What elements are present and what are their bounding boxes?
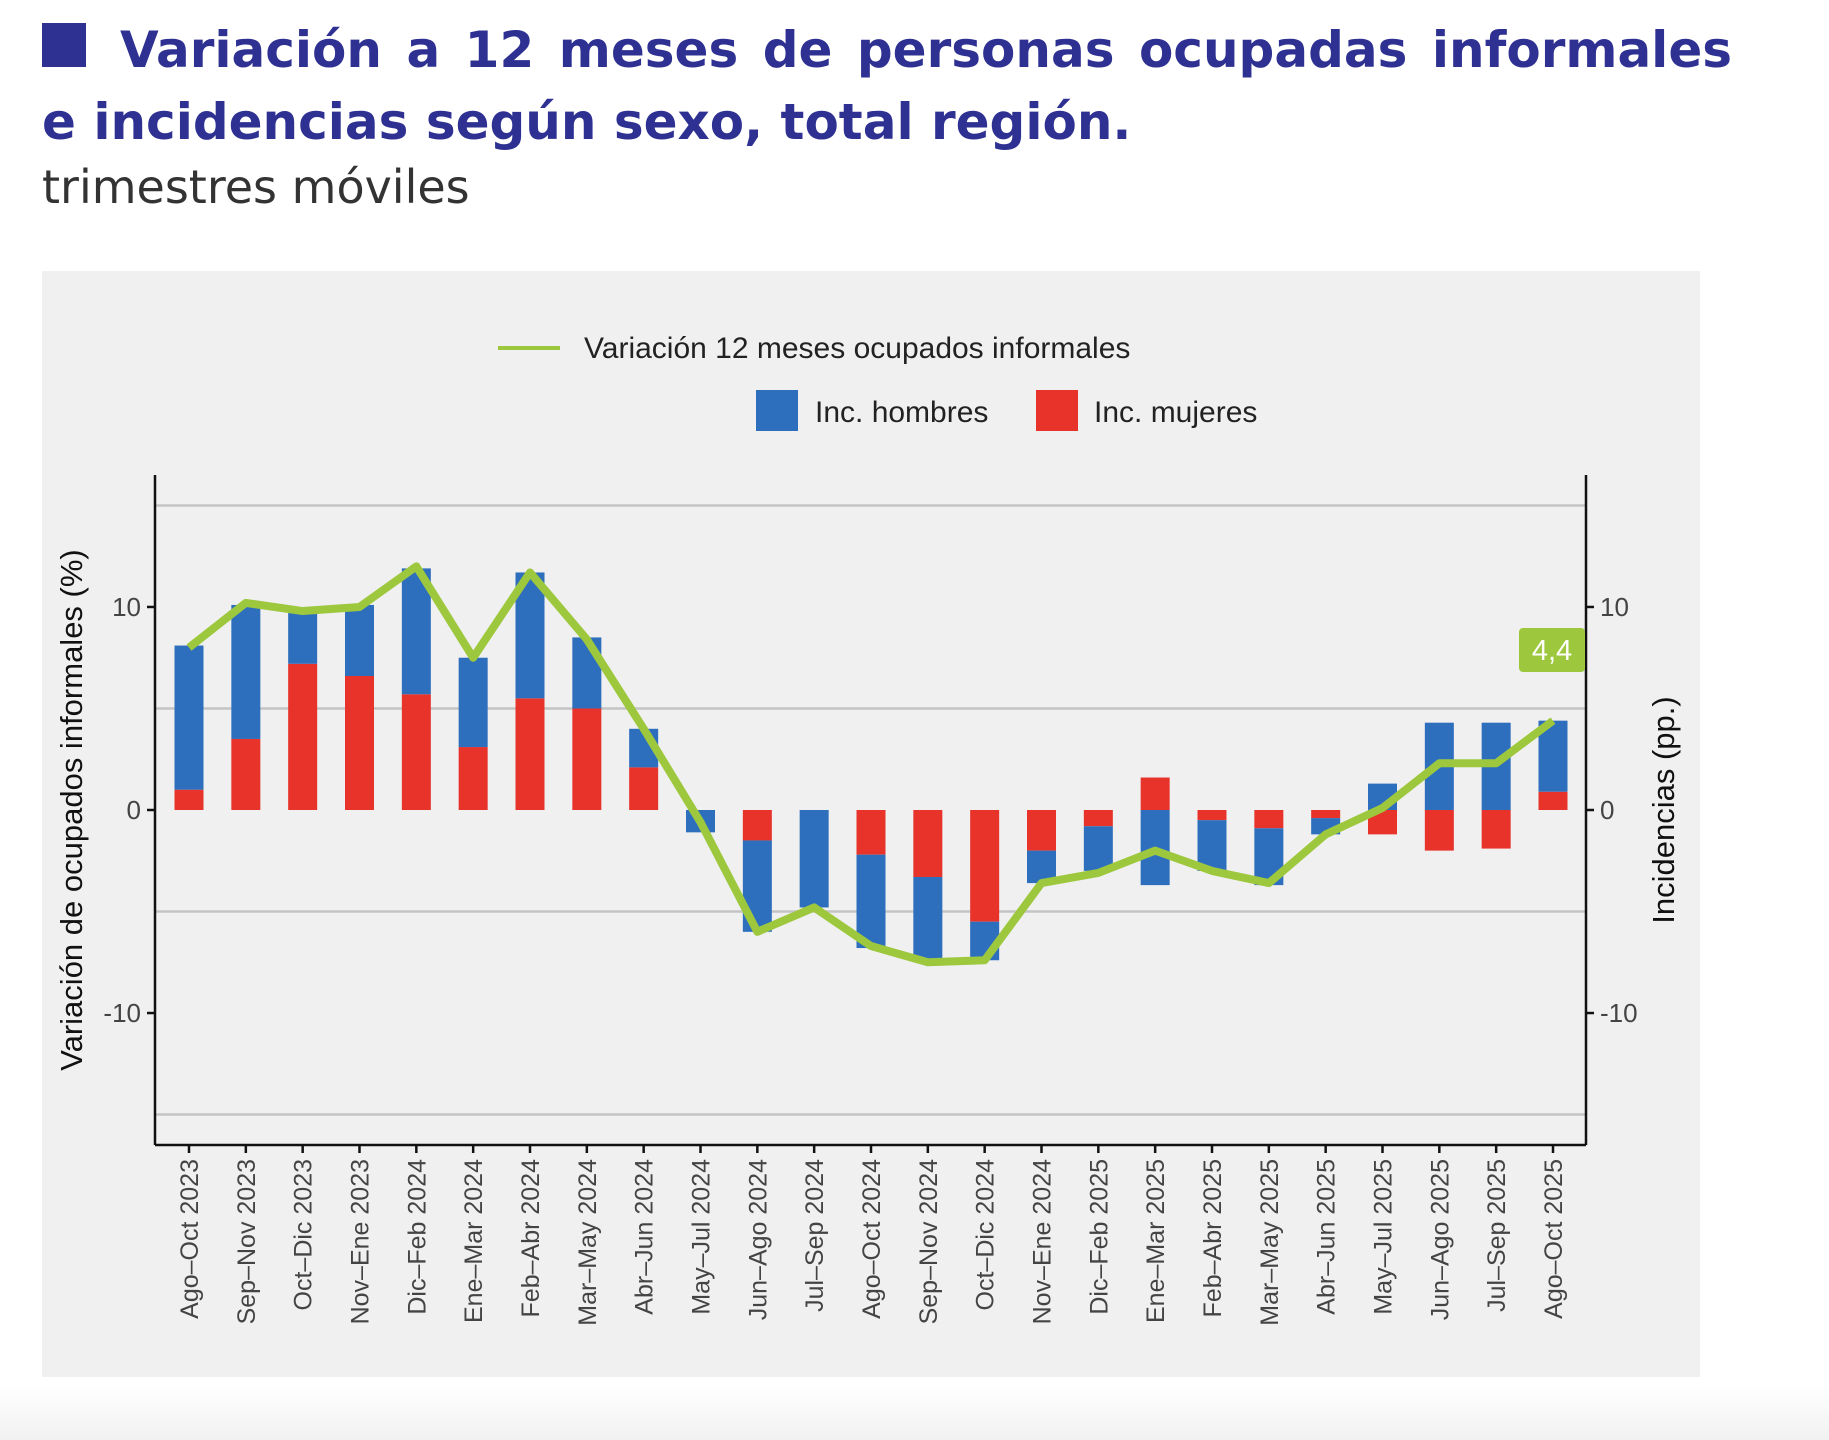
bar-mujeres [288,663,318,810]
title-square-icon [42,23,86,67]
bars [174,568,1568,963]
x-tick-label: Ago–Oct 2024 [858,1159,886,1319]
bar-mujeres [1424,810,1454,851]
bar-mujeres [913,810,943,877]
x-tick-label: Mar–May 2024 [574,1159,602,1326]
bar-hombres [856,854,886,949]
bar-mujeres [572,708,602,810]
bar-hombres [1083,826,1113,871]
last-value-annotation: 4,4 [1519,628,1585,672]
bar-mujeres [856,810,886,855]
legend-mujeres-label: Inc. mujeres [1094,396,1257,429]
x-tick-labels: Ago–Oct 2023 Sep–Nov 2023 Oct–Dic 2023 Nov–… [176,1159,1568,1326]
chart-title-text: Variación a 12 meses de personas ocupada… [42,21,1732,151]
y-axis-title-right: Incidencias (pp.) [1646,696,1681,923]
last-value-label: 4,4 [1532,635,1572,667]
x-tick-label: Mar–May 2025 [1256,1159,1284,1326]
y-tick-label-left: 0 [127,795,141,825]
x-tick-label: Ago–Oct 2025 [1540,1159,1568,1319]
bar-mujeres [1311,810,1341,819]
x-tick-label: Oct–Dic 2024 [972,1159,1000,1311]
legend: Variación 12 meses ocupados informales I… [498,332,1257,431]
bar-mujeres [629,767,659,810]
chart-panel: Variación 12 meses ocupados informales I… [42,271,1700,1377]
bottom-fade [0,1385,1829,1440]
x-tick-label: Ago–Oct 2023 [176,1159,204,1319]
y-tick-label-right: -10 [1600,998,1638,1028]
bar-hombres [913,877,943,963]
bar-mujeres [458,747,488,810]
x-tick-label: May–Jul 2024 [688,1159,716,1315]
bar-hombres [174,645,204,790]
x-tick-label: Dic–Feb 2025 [1085,1159,1113,1315]
legend-line-label: Variación 12 meses ocupados informales [584,332,1130,365]
x-tick-label: Jun–Ago 2025 [1426,1159,1454,1320]
bar-hombres [799,810,829,908]
x-tick-label: Ene–Mar 2024 [460,1159,488,1323]
y-tick-label-right: 0 [1600,795,1614,825]
bar-mujeres [515,698,545,810]
chart-title: Variación a 12 meses de personas ocupada… [42,14,1732,158]
x-tick-label: Sep–Nov 2023 [233,1159,261,1324]
x-tick-label: Dic–Feb 2024 [403,1159,431,1315]
bar-mujeres [742,810,772,841]
bar-mujeres [1140,777,1170,810]
chart-svg: Variación 12 meses ocupados informales I… [54,332,1681,1326]
bar-mujeres [345,676,374,810]
bar-mujeres [1197,810,1227,821]
bar-mujeres [1538,791,1568,810]
bar-mujeres [970,810,1000,922]
y-tick-label-left: -10 [103,998,141,1028]
bar-mujeres [174,789,204,810]
legend-hombres-label: Inc. hombres [815,396,988,429]
x-tick-label: Feb–Abr 2024 [517,1159,545,1318]
bar-hombres [231,604,261,739]
y-axis-title-left: Variación de ocupados informales (%) [54,549,89,1071]
legend-mujeres-swatch [1036,390,1078,431]
x-tick-label: Abr–Jun 2025 [1313,1159,1341,1315]
y-tick-label-left: 10 [112,592,141,622]
axes: -10 -10 0 0 10 10 [103,475,1638,1153]
x-tick-label: Nov–Ene 2024 [1029,1159,1057,1325]
bar-hombres [1197,820,1227,871]
last-value-box [1519,628,1585,672]
bar-mujeres [1481,810,1511,849]
bar-hombres [345,604,374,676]
x-tick-label: May–Jul 2025 [1370,1159,1398,1315]
legend-hombres-swatch [756,390,798,431]
x-tick-label: Oct–Dic 2023 [290,1159,318,1310]
x-tick-label: Nov–Ene 2023 [347,1159,375,1324]
bar-mujeres [1027,810,1056,851]
y-tick-label-right: 10 [1600,592,1629,622]
chart-subtitle: trimestres móviles [42,160,470,214]
x-tick-label: Jul–Sep 2025 [1483,1159,1511,1312]
bar-mujeres [401,694,431,810]
bar-hombres [458,657,488,748]
line-series-path [186,562,1556,967]
x-tick-label: Feb–Abr 2025 [1199,1159,1227,1317]
x-tick-label: Sep–Nov 2024 [915,1159,943,1325]
x-tick-label: Abr–Jun 2024 [631,1159,659,1315]
bar-mujeres [1083,810,1113,827]
bar-mujeres [231,738,261,810]
x-tick-label: Jul–Sep 2024 [801,1159,829,1312]
x-tick-label: Jun–Ago 2024 [744,1159,772,1320]
x-tick-label: Ene–Mar 2025 [1142,1159,1170,1323]
bar-mujeres [1254,810,1284,829]
line-series [186,562,1556,967]
bar-hombres [288,609,318,664]
